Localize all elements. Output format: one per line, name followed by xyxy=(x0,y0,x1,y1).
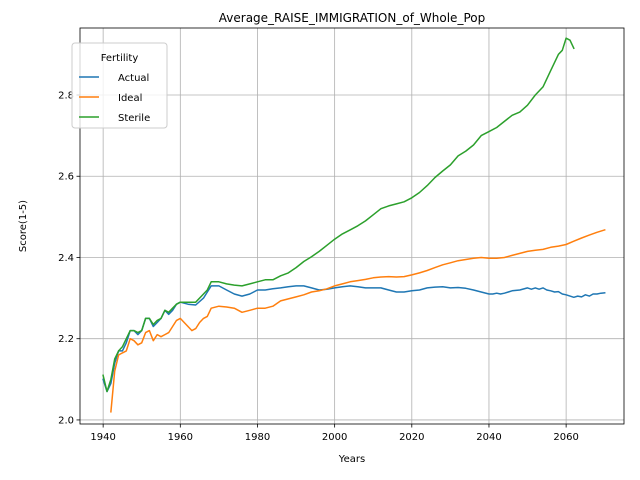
legend-title: Fertility xyxy=(101,53,139,64)
y-axis-label: Score(1-5) xyxy=(18,200,29,252)
y-tick-label: 2.8 xyxy=(58,91,74,102)
series-line-sterile xyxy=(102,37,575,393)
y-tick-label: 2.0 xyxy=(58,415,74,426)
grid xyxy=(80,28,624,424)
y-tick-label: 2.2 xyxy=(58,334,74,345)
legend-box xyxy=(71,42,168,129)
series-line-ideal xyxy=(110,228,606,413)
y-tick-label: 2.6 xyxy=(58,172,74,183)
y-tick-label: 2.4 xyxy=(58,253,74,264)
legend-label-actual: Actual xyxy=(118,73,149,84)
legend: Fertility Actual Ideal Sterile xyxy=(71,42,168,129)
series-lines xyxy=(102,37,606,413)
x-tick-label: 1980 xyxy=(245,432,270,443)
x-tick-label: 2060 xyxy=(553,432,578,443)
x-tick-label: 1940 xyxy=(90,432,115,443)
x-tick-label: 2040 xyxy=(476,432,501,443)
chart-title: Average_RAISE_IMMIGRATION_of_Whole_Pop xyxy=(219,11,485,25)
axis-ticks: 1940 1960 1980 2000 2020 2040 2060 2.0 2.2 2.4 2.6… xyxy=(58,91,579,443)
x-tick-label: 1960 xyxy=(168,432,193,443)
x-tick-label: 2020 xyxy=(399,432,424,443)
legend-label-sterile: Sterile xyxy=(118,113,150,124)
legend-label-ideal: Ideal xyxy=(118,93,142,104)
x-tick-label: 2000 xyxy=(322,432,347,443)
x-axis-label: Years xyxy=(338,454,365,465)
plot-frame xyxy=(79,27,625,425)
